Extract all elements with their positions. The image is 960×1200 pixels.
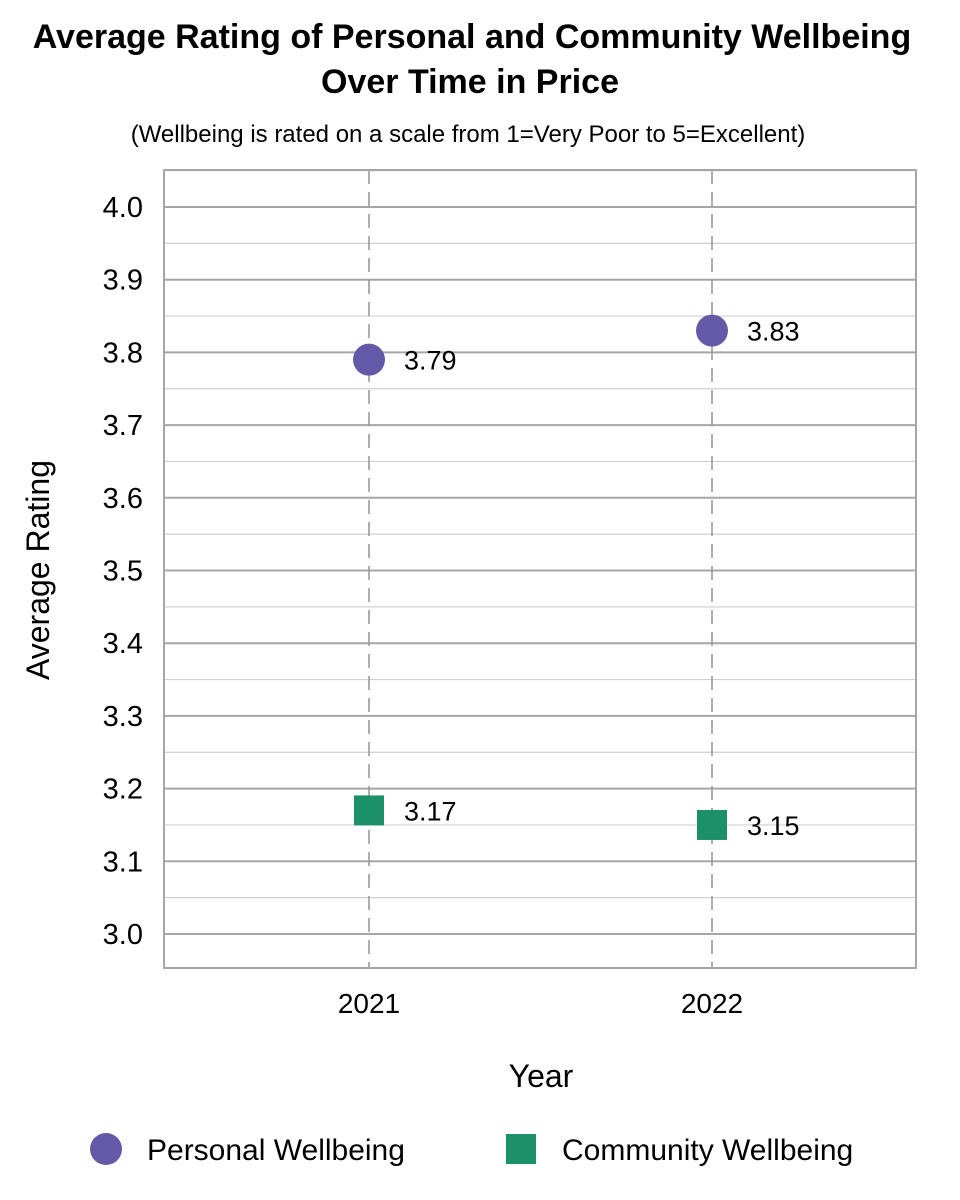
y-tick-label: 3.4 xyxy=(103,628,143,660)
legend-label-personal: Personal Wellbeing xyxy=(147,1134,405,1167)
y-tick-label: 4.0 xyxy=(103,192,143,224)
chart-title-line2: Over Time in Price xyxy=(321,63,619,101)
gridlines xyxy=(164,170,916,935)
plot-area xyxy=(163,169,917,969)
y-tick-label: 3.2 xyxy=(103,774,143,806)
chart-title-line1: Average Rating of Personal and Community… xyxy=(33,18,911,56)
legend-marker-community xyxy=(506,1134,536,1164)
y-tick-label: 3.1 xyxy=(103,846,143,878)
y-axis-label: Average Rating xyxy=(20,460,56,680)
x-axis-label: Year xyxy=(509,1058,574,1094)
personal-wellbeing-point xyxy=(696,314,728,347)
y-tick-label: 3.3 xyxy=(103,701,143,733)
category-guides xyxy=(368,170,713,968)
legend: Personal Wellbeing Community Wellbeing xyxy=(90,1133,853,1167)
data-label: 3.17 xyxy=(404,796,457,826)
data-label: 3.15 xyxy=(747,811,800,841)
chart-subtitle: (Wellbeing is rated on a scale from 1=Ve… xyxy=(131,121,806,148)
y-tick-label: 3.6 xyxy=(103,483,143,515)
x-tick-label: 2022 xyxy=(681,988,743,1019)
y-tick-label: 3.7 xyxy=(103,410,143,442)
x-axis-ticks: 2021 2022 xyxy=(338,988,743,1019)
y-tick-label: 3.0 xyxy=(103,919,143,951)
y-tick-label: 3.8 xyxy=(103,337,143,369)
x-tick-label: 2021 xyxy=(338,988,400,1019)
y-tick-label: 3.5 xyxy=(103,556,143,588)
y-axis-ticks: 3.0 3.1 3.2 3.3 3.4 3.5 3.6 3.7 3.8 3.9 4.0 xyxy=(103,192,143,951)
legend-label-community: Community Wellbeing xyxy=(562,1134,853,1167)
community-wellbeing-point xyxy=(697,809,727,840)
data-marks: 3.79 3.83 3.17 3.15 xyxy=(353,314,800,841)
legend-marker-personal xyxy=(90,1133,122,1165)
data-label: 3.79 xyxy=(404,346,457,376)
personal-wellbeing-point xyxy=(353,343,385,376)
data-label: 3.83 xyxy=(747,317,800,347)
y-tick-label: 3.9 xyxy=(103,265,143,297)
community-wellbeing-point xyxy=(354,795,384,826)
